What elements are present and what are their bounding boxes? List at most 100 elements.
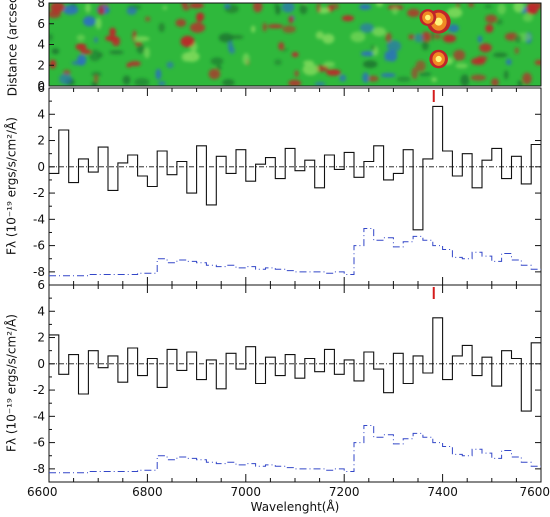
y-tick-label: -2	[33, 383, 45, 397]
image-ylabel: Distance (arcsec)	[6, 0, 20, 96]
noise-blob	[495, 18, 503, 25]
noise-blob	[274, 59, 282, 66]
noise-blob	[136, 44, 145, 54]
noise-blob	[468, 3, 475, 8]
spectrum-panel-2: -8 -6 -4 -2 0 2 4 6 Fλ (10⁻¹⁹ ergs/s/cm²/Å) 660…	[4, 278, 550, 514]
noise-blob	[370, 44, 375, 51]
noise-blob	[534, 59, 541, 66]
noise-blob	[415, 60, 426, 72]
noise-blob	[359, 4, 372, 10]
source-core	[434, 17, 443, 26]
panel-2-ylabel: Fλ (10⁻¹⁹ ergs/s/cm²/Å)	[4, 314, 19, 452]
noise-blob	[407, 8, 420, 18]
x-tick-label: 7600	[519, 485, 550, 499]
noise-blob	[71, 60, 85, 66]
noise-blob	[83, 16, 96, 27]
noise-blob	[51, 48, 60, 55]
noise-blob	[251, 25, 256, 33]
noise-blob	[367, 75, 379, 82]
noise-blob	[59, 73, 72, 85]
sky-series	[49, 228, 541, 277]
noise-blob	[505, 58, 512, 66]
noise-blob	[491, 78, 499, 86]
noise-blob	[49, 59, 57, 69]
y-tick-label: 4	[37, 304, 45, 318]
sky-series	[49, 425, 541, 474]
noise-blob	[477, 35, 483, 43]
noise-blob	[94, 37, 98, 43]
noise-blob	[493, 52, 508, 58]
noise-blob	[175, 18, 187, 27]
noise-blob	[455, 3, 460, 9]
noise-blob	[396, 76, 411, 82]
noise-blob	[385, 32, 392, 43]
noise-blob	[294, 70, 299, 77]
x-axis-label: Wavelenght(Å)	[251, 499, 340, 514]
noise-blob	[242, 53, 250, 65]
noise-blob	[282, 25, 296, 33]
noise-blob	[326, 69, 341, 76]
noise-blob	[291, 52, 299, 58]
noise-blob	[391, 6, 399, 15]
noise-blob	[514, 47, 519, 54]
noise-blob	[134, 36, 150, 42]
noise-blob	[514, 34, 522, 43]
x-tick-label: 7000	[231, 485, 262, 499]
noise-blob	[411, 67, 419, 80]
noise-blob	[97, 6, 105, 15]
noise-blob	[513, 3, 525, 13]
noise-blob	[522, 72, 532, 85]
y-tick-label: 0	[37, 160, 45, 174]
noise-blob	[446, 7, 463, 18]
noise-blob	[218, 33, 234, 43]
y-tick-label: -8	[33, 265, 45, 279]
noise-blob	[350, 31, 366, 43]
noise-blob	[91, 81, 98, 86]
noise-blob	[339, 74, 347, 82]
noise-blob	[216, 64, 222, 72]
image-sources	[419, 9, 451, 69]
noise-blob	[210, 57, 224, 65]
panel-1-ticks: -8 -6 -4 -2 0 2 4 6	[33, 81, 542, 285]
source-core	[425, 14, 431, 21]
noise-blob	[50, 3, 65, 13]
image-y-tick-label: 2	[37, 58, 45, 72]
x-tick-label: 6800	[132, 485, 163, 499]
noise-blob	[162, 5, 168, 11]
noise-blob	[181, 52, 192, 62]
noise-blob	[278, 42, 285, 51]
noise-blob	[275, 4, 281, 15]
noise-blob	[189, 22, 206, 33]
noise-blob	[363, 60, 378, 69]
panel-1-frame	[48, 87, 542, 286]
noise-blob	[49, 10, 61, 19]
noise-blob	[155, 68, 162, 80]
image-y-tick-label: 4	[37, 38, 45, 52]
noise-blob	[122, 75, 131, 85]
y-tick-label: 4	[37, 107, 45, 121]
noise-blob	[91, 71, 102, 78]
noise-blob	[105, 35, 118, 42]
spectrum-series	[49, 317, 541, 412]
y-tick-label: 6	[37, 81, 45, 95]
noise-blob	[460, 74, 470, 86]
noise-blob	[442, 34, 457, 43]
noise-blob	[182, 6, 190, 11]
noise-blob	[76, 34, 86, 42]
noise-blob	[166, 61, 174, 69]
noise-blob	[158, 22, 165, 33]
noise-blob	[95, 17, 102, 30]
noise-blob	[432, 33, 442, 40]
noise-blob	[302, 63, 319, 76]
noise-blob	[503, 70, 509, 80]
noise-blob	[447, 24, 460, 33]
noise-blob	[497, 3, 506, 15]
y-tick-label: 2	[37, 331, 45, 345]
noise-blob	[408, 34, 415, 40]
y-tick-label: -6	[33, 436, 45, 450]
noise-blob	[362, 72, 370, 83]
noise-blob	[189, 3, 204, 9]
noise-blob	[89, 49, 101, 62]
noise-blob	[421, 40, 429, 51]
noise-blob	[222, 79, 235, 86]
